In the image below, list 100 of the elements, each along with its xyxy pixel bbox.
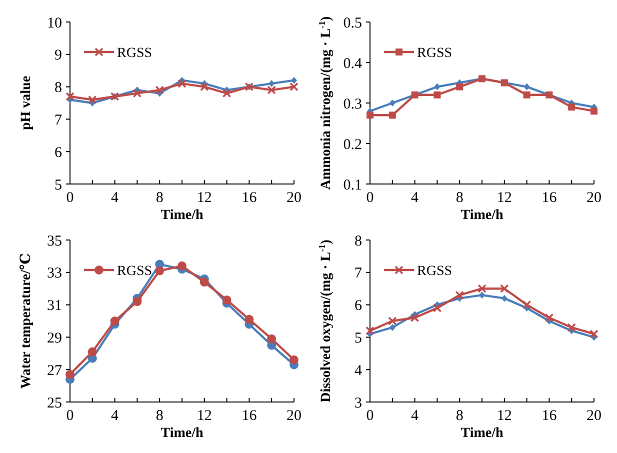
- x-tick-label: 0: [366, 408, 374, 424]
- y-tick-label: 9: [54, 48, 62, 64]
- point: [455, 290, 464, 300]
- x-axis-title: Time/h: [460, 208, 504, 223]
- point: [432, 304, 442, 312]
- x-tick-label: 16: [542, 408, 558, 424]
- point: [434, 83, 440, 90]
- point: [155, 266, 164, 276]
- x-axis-title: Time/h: [460, 426, 504, 441]
- y-tick-label: 7: [54, 112, 62, 128]
- y-tick-label: 33: [47, 266, 62, 282]
- point: [222, 295, 232, 304]
- point: [523, 91, 530, 98]
- x-tick-label: 16: [242, 190, 258, 206]
- y-tick-label: 27: [47, 362, 62, 379]
- y-axis-title: pH value: [19, 76, 34, 130]
- point: [544, 313, 554, 322]
- legend-label: RGSS: [417, 264, 452, 279]
- point: [291, 76, 297, 84]
- point: [567, 323, 576, 332]
- y-tick-label: 10: [47, 15, 62, 32]
- x-tick-label: 12: [196, 190, 212, 206]
- point: [110, 316, 120, 326]
- point: [200, 278, 209, 287]
- point: [267, 86, 276, 94]
- legend-label: RGSS: [117, 264, 152, 279]
- point: [479, 292, 485, 299]
- y-tick-label: 0.5: [343, 15, 362, 32]
- x-tick-label: 4: [411, 408, 420, 424]
- point: [524, 83, 530, 90]
- x-axis-title: Time/h: [160, 426, 204, 441]
- point: [366, 112, 374, 119]
- point: [132, 88, 142, 98]
- x-tick-label: 8: [456, 190, 464, 206]
- x-tick-label: 8: [156, 190, 164, 206]
- point: [178, 79, 186, 88]
- legend-label: RGSS: [417, 46, 452, 61]
- y-tick-label: 5: [54, 177, 62, 194]
- x-tick-label: 0: [66, 408, 74, 424]
- x-tick-label: 16: [542, 190, 558, 206]
- y-tick-label: 0.4: [343, 56, 362, 72]
- point: [155, 86, 164, 94]
- point: [434, 91, 441, 98]
- point: [478, 284, 486, 293]
- x-tick-label: 4: [411, 190, 420, 206]
- point: [456, 83, 464, 90]
- point: [222, 88, 232, 98]
- point: [590, 330, 598, 338]
- y-tick-label: 0.3: [343, 96, 362, 112]
- point: [590, 108, 598, 115]
- point: [410, 313, 420, 322]
- x-tick-label: 12: [496, 408, 512, 424]
- x-tick-label: 12: [496, 190, 512, 206]
- x-tick-label: 20: [286, 408, 302, 424]
- point: [389, 100, 396, 106]
- x-tick-label: 16: [242, 408, 258, 424]
- x-tick-label: 0: [366, 190, 374, 206]
- point: [388, 112, 396, 119]
- point: [244, 314, 254, 324]
- y-tick-label: 6: [354, 298, 362, 314]
- x-tick-label: 4: [111, 190, 120, 206]
- y-tick-label: 25: [47, 395, 62, 412]
- legend-label: RGSS: [117, 46, 152, 61]
- y-tick-label: 6: [54, 144, 62, 161]
- y-tick-label: 4: [354, 362, 362, 379]
- point: [290, 82, 298, 92]
- x-tick-label: 4: [111, 408, 120, 424]
- point: [132, 297, 142, 306]
- y-tick-label: 5: [354, 330, 362, 346]
- point: [290, 355, 298, 364]
- point: [568, 104, 576, 111]
- point: [178, 261, 186, 270]
- point: [500, 284, 509, 293]
- x-tick-label: 8: [456, 408, 464, 424]
- x-tick-label: 12: [196, 408, 212, 424]
- x-axis-title: Time/h: [160, 208, 204, 223]
- point: [522, 300, 532, 310]
- point: [88, 95, 97, 104]
- point: [501, 294, 508, 302]
- y-tick-label: 0.2: [343, 136, 362, 153]
- y-tick-label: 31: [47, 298, 62, 314]
- y-tick-label: 29: [47, 330, 62, 346]
- y-tick-label: 7: [354, 266, 362, 282]
- point: [200, 82, 209, 92]
- y-tick-label: 35: [47, 233, 62, 250]
- point: [366, 326, 374, 336]
- point: [388, 316, 397, 326]
- y-tick-label: 8: [354, 233, 362, 250]
- y-tick-label: 0.1: [343, 177, 362, 194]
- x-tick-label: 20: [586, 190, 602, 206]
- y-tick-label: 8: [54, 80, 62, 96]
- x-tick-label: 20: [286, 190, 302, 206]
- x-tick-label: 0: [66, 190, 74, 206]
- point: [268, 80, 275, 88]
- point: [66, 92, 74, 101]
- y-tick-label: 3: [354, 395, 362, 412]
- point: [88, 347, 97, 356]
- y-axis-title: Water temperature/℃: [19, 252, 34, 389]
- x-tick-label: 8: [156, 408, 164, 424]
- point: [66, 370, 74, 379]
